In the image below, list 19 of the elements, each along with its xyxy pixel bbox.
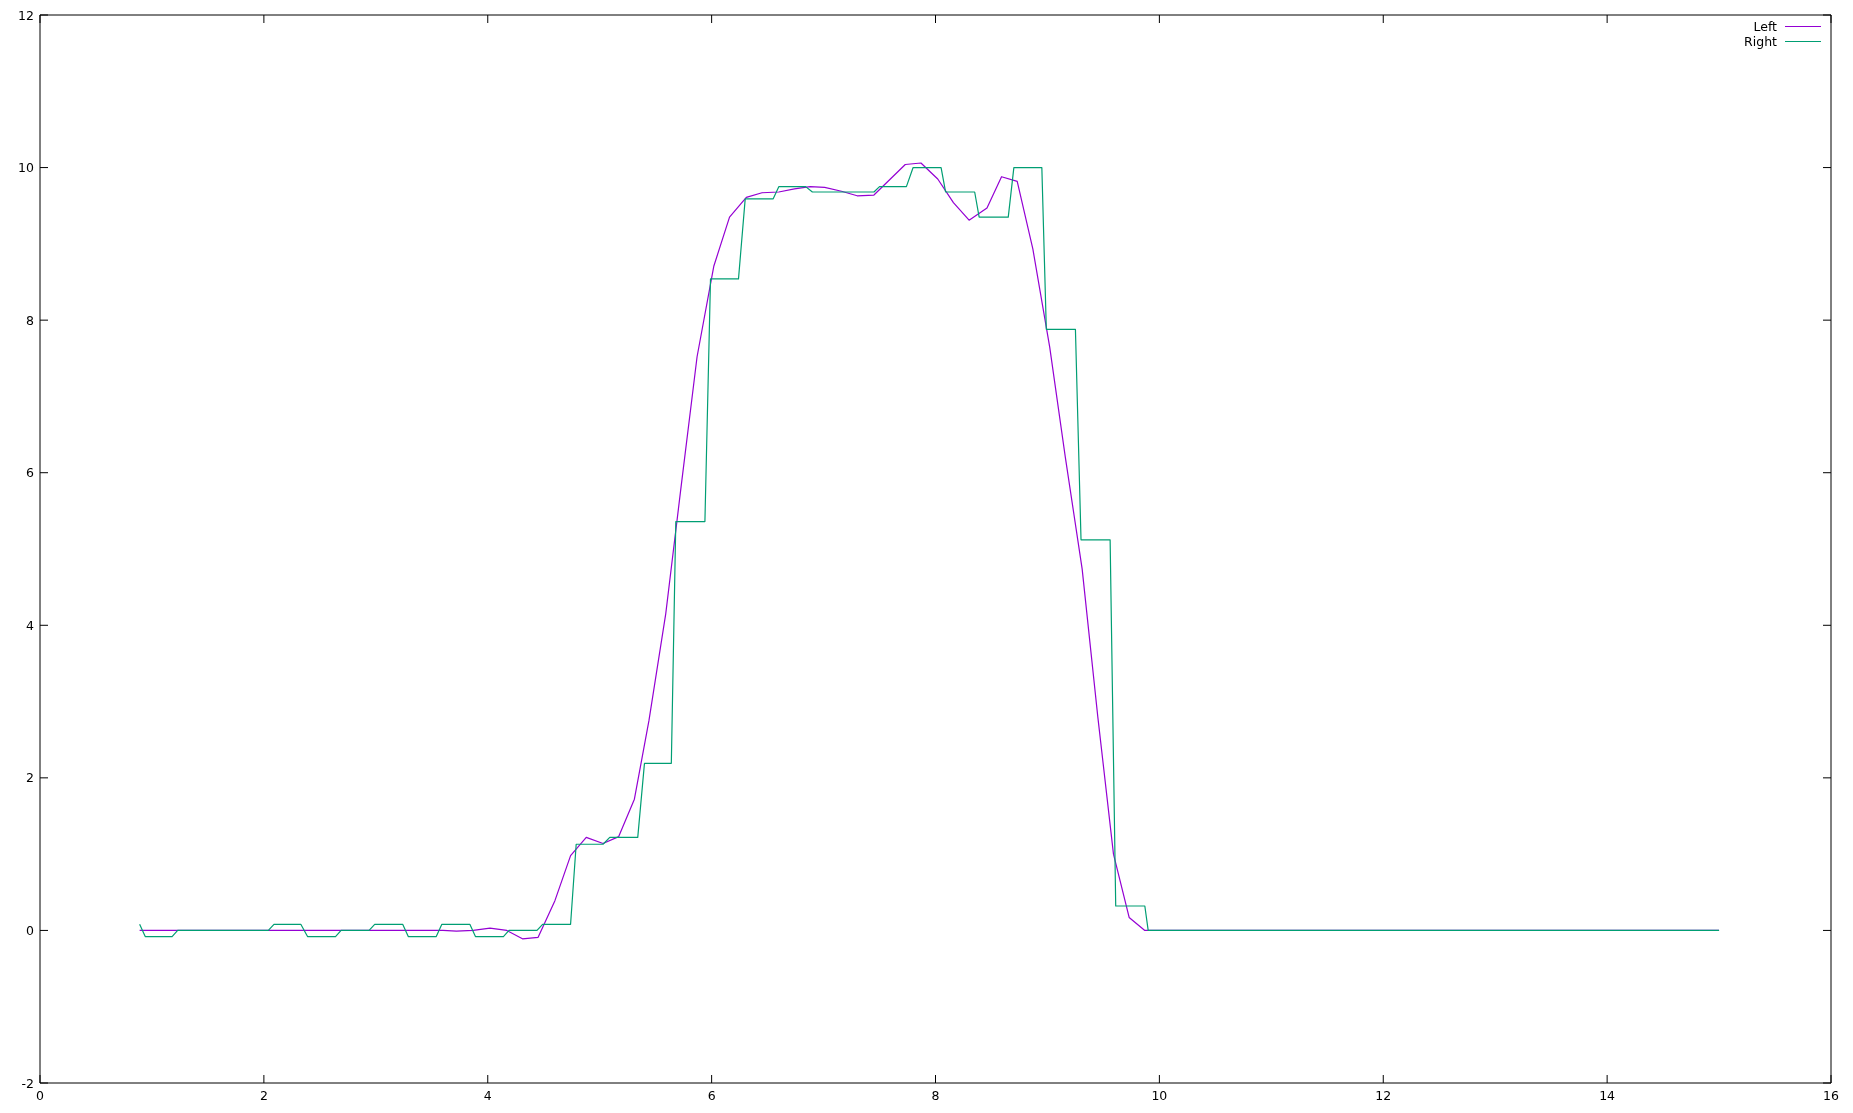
x-tick-label: 6 <box>707 1088 716 1103</box>
y-tick-label: 12 <box>18 7 34 23</box>
x-tick-label: 0 <box>36 1088 45 1103</box>
y-tick-label: 2 <box>26 770 34 786</box>
y-tick-label: 6 <box>26 465 35 481</box>
x-tick-label: 10 <box>1151 1088 1168 1103</box>
x-tick-label: 14 <box>1599 1088 1616 1103</box>
x-tick-label: 8 <box>931 1088 940 1103</box>
x-tick-label: 2 <box>259 1088 268 1103</box>
x-tick-label: 12 <box>1375 1088 1392 1103</box>
x-tick-label: 4 <box>483 1088 492 1103</box>
legend-label: Left <box>1753 19 1777 34</box>
legend-label: Right <box>1744 34 1777 49</box>
y-tick-label: 0 <box>26 922 35 938</box>
y-tick-label: 10 <box>18 160 35 176</box>
y-tick-label: 4 <box>26 617 35 633</box>
x-tick-label: 16 <box>1823 1088 1839 1103</box>
y-tick-label: 8 <box>26 312 35 328</box>
y-tick-label: -2 <box>21 1075 34 1091</box>
